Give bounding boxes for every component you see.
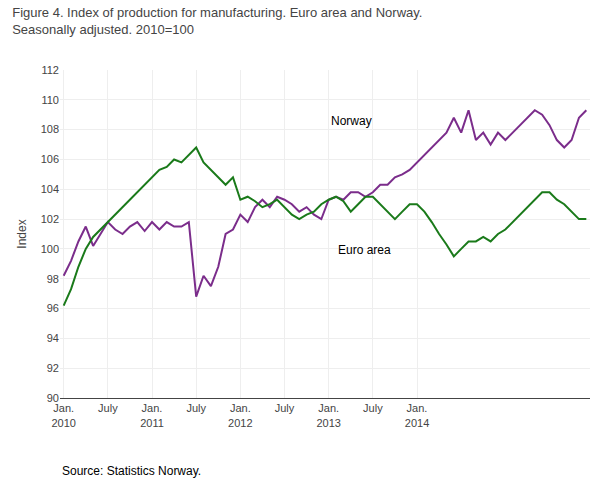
svg-text:90: 90	[47, 392, 59, 404]
svg-text:Jan.2012: Jan.2012	[228, 402, 252, 428]
svg-text:Source: Statistics Norway.: Source: Statistics Norway.	[62, 464, 201, 478]
svg-text:July: July	[186, 402, 206, 414]
svg-text:106: 106	[41, 153, 59, 165]
svg-text:110: 110	[41, 94, 59, 106]
svg-text:Jan.2010: Jan.2010	[51, 402, 75, 428]
svg-text:Norway: Norway	[331, 114, 372, 128]
svg-text:92: 92	[47, 362, 59, 374]
svg-text:Index: Index	[15, 219, 29, 248]
svg-text:102: 102	[41, 213, 59, 225]
svg-text:July: July	[275, 402, 295, 414]
svg-text:July: July	[98, 402, 118, 414]
svg-text:Jan.2013: Jan.2013	[316, 402, 340, 428]
svg-text:108: 108	[41, 123, 59, 135]
svg-text:112: 112	[41, 64, 59, 76]
svg-text:96: 96	[47, 302, 59, 314]
svg-text:100: 100	[41, 243, 59, 255]
svg-text:94: 94	[47, 332, 59, 344]
svg-text:98: 98	[47, 273, 59, 285]
svg-text:Euro area: Euro area	[338, 243, 391, 257]
svg-text:Jan.2014: Jan.2014	[405, 402, 429, 428]
svg-text:Jan.2011: Jan.2011	[140, 402, 164, 428]
svg-text:104: 104	[41, 183, 59, 195]
svg-text:July: July	[363, 402, 383, 414]
svg-text:Figure 4. Index of production: Figure 4. Index of production for manufa…	[12, 5, 422, 37]
